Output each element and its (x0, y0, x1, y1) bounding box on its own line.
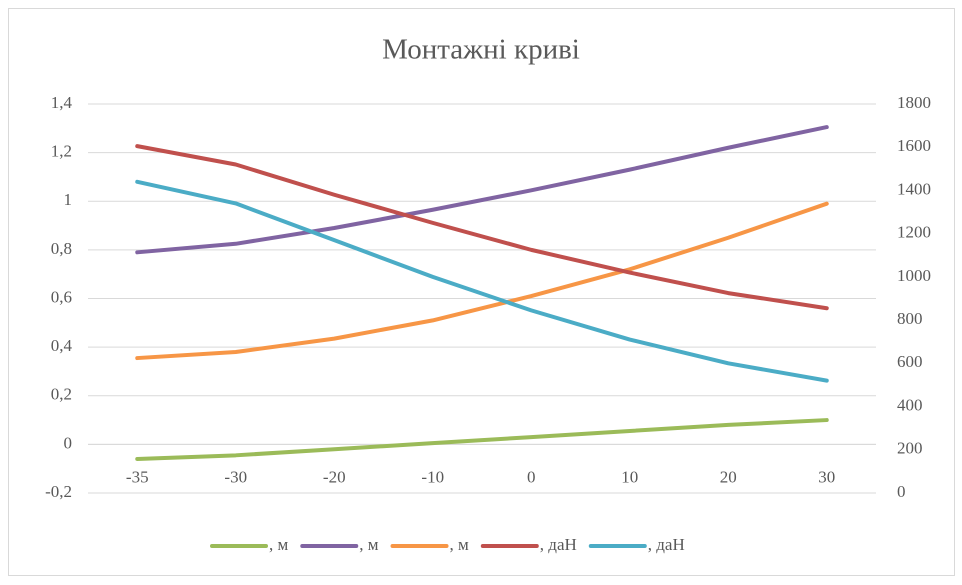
y2-tick-label: 600 (897, 352, 923, 371)
y2-tick-label: 1000 (897, 266, 931, 285)
x-tick-label: -10 (421, 467, 444, 486)
y-tick-label: 1,2 (51, 142, 72, 161)
legend-label: , даН (540, 535, 577, 554)
y2-tick-label: 200 (897, 439, 923, 458)
y-tick-label: 0,8 (51, 239, 72, 258)
series-line (135, 144, 829, 311)
y-tick-label: 0,4 (51, 336, 73, 355)
legend-label: , м (450, 535, 470, 554)
legend-label: , м (269, 535, 289, 554)
y-tick-label: 1 (64, 190, 73, 209)
x-tick-label: -30 (224, 467, 247, 486)
legend-label: , даН (648, 535, 685, 554)
y2-tick-label: 1600 (897, 136, 931, 155)
series-line (135, 201, 829, 361)
y2-tick-label: 1400 (897, 179, 931, 198)
y2-tick-label: 1800 (897, 93, 931, 112)
y-tick-label: 0 (64, 433, 73, 452)
y2-tick-label: 1200 (897, 223, 931, 242)
x-tick-label: -20 (323, 467, 346, 486)
chart-title: Монтажні криві (382, 34, 580, 66)
y-tick-label: -0,2 (45, 482, 72, 501)
y-tick-label: 0,6 (51, 287, 72, 306)
y2-tick-label: 800 (897, 309, 923, 328)
x-tick-label: 10 (621, 467, 638, 486)
x-tick-label: -35 (126, 467, 149, 486)
y2-tick-label: 0 (897, 482, 906, 501)
y2-tick-label: 400 (897, 395, 923, 414)
y-tick-label: 1,4 (51, 93, 73, 112)
x-tick-label: 20 (720, 467, 737, 486)
series-line (135, 179, 829, 383)
x-tick-label: 30 (818, 467, 835, 486)
series-line (135, 125, 829, 255)
x-tick-label: 0 (527, 467, 536, 486)
y-tick-label: 0,2 (51, 385, 72, 404)
legend-label: , м (359, 535, 379, 554)
series-line (135, 418, 829, 461)
